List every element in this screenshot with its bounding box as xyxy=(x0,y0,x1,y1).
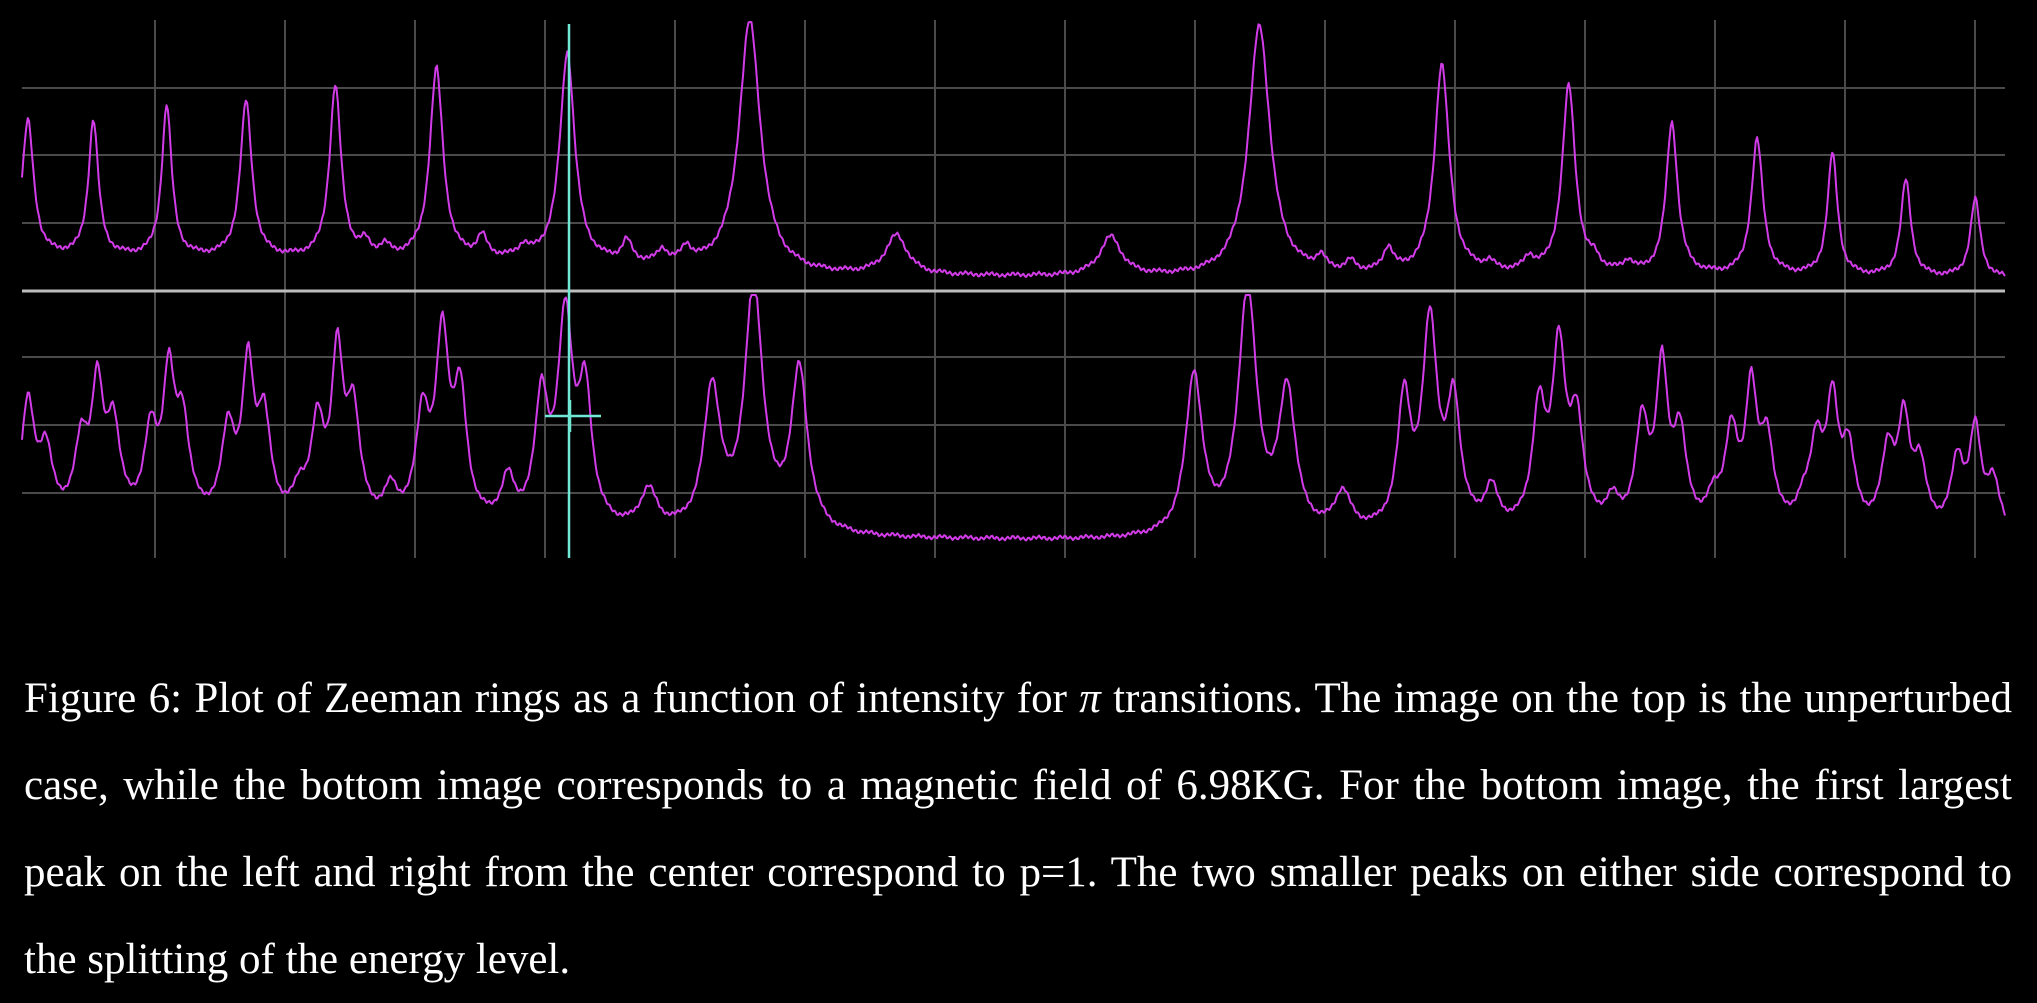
zeeman-intensity-plot xyxy=(21,20,2006,558)
figure-label: Figure 6: xyxy=(24,675,183,722)
bottom-trace-magnetic-field xyxy=(21,294,2006,542)
caption-text-part1: Plot of Zeeman rings as a function of in… xyxy=(194,675,1067,722)
top-trace-unperturbed xyxy=(21,21,2006,278)
measurement-cursor[interactable] xyxy=(545,24,601,558)
figure-caption: Figure 6: Plot of Zeeman rings as a func… xyxy=(24,655,2012,1003)
pi-symbol: π xyxy=(1079,675,1101,722)
plot-grid xyxy=(22,20,2005,558)
